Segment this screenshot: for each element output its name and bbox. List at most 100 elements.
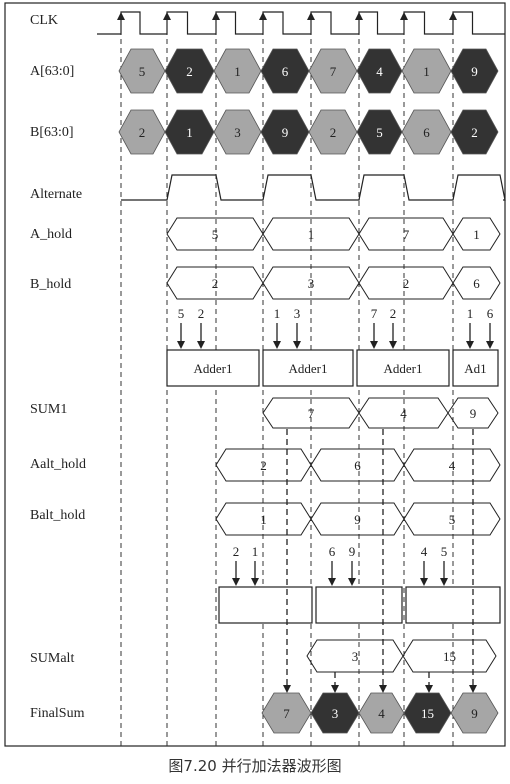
adder-input-arrow-head	[486, 341, 494, 349]
label-aalt-hold: Aalt_hold	[30, 457, 86, 472]
label-balt-hold: Balt_hold	[30, 508, 85, 523]
clk-rising-edge-arrow	[449, 12, 457, 20]
adder-input-value: 7	[371, 306, 378, 321]
balt-hold-value-label: 9	[354, 512, 361, 527]
b-hold-value-label: 2	[403, 276, 410, 291]
adder-input-value: 1	[274, 306, 281, 321]
alt-adder-input-arrow-head	[440, 578, 448, 586]
finalsum-value-label: 7	[283, 706, 290, 721]
b-hold-value-label: 2	[212, 276, 219, 291]
b-value-label: 3	[234, 125, 241, 140]
sumalt-value-label: 15	[443, 649, 456, 664]
finalsum-value-label: 3	[332, 706, 339, 721]
sum1-value	[447, 397, 499, 429]
a-hold-value-label: 7	[403, 227, 410, 242]
alt-adder-input-value: 1	[252, 544, 259, 559]
a-value-label: 7	[330, 64, 337, 79]
a-value-label: 1	[234, 64, 241, 79]
finalsum-value-label: 9	[471, 706, 478, 721]
b-hold-value-label: 3	[308, 276, 315, 291]
aalt-hold-value	[403, 448, 501, 482]
sum1-to-finalsum-arrow-head	[283, 685, 291, 693]
alt-adder-input-arrow-head	[420, 578, 428, 586]
a-hold-value	[452, 217, 501, 251]
label-clk: CLK	[30, 13, 58, 28]
a-value-label: 2	[186, 64, 193, 79]
label-a: A[63:0]	[30, 64, 74, 79]
a-value	[450, 48, 499, 94]
b-value-label: 9	[282, 125, 289, 140]
clk-rising-edge-arrow	[355, 12, 363, 20]
sumalt-to-finalsum-arrow-head	[331, 685, 339, 693]
adder1-box	[452, 349, 499, 387]
label-alternate: Alternate	[30, 187, 82, 202]
b-hold-value	[452, 266, 501, 300]
alternate-waveform	[121, 174, 506, 201]
adder1-box	[356, 349, 450, 387]
a-hold-value-label: 1	[308, 227, 315, 242]
b-value-label: 2	[330, 125, 337, 140]
adder-input-value: 3	[294, 306, 301, 321]
sumalt-value-label: 3	[352, 649, 359, 664]
b-value-label: 6	[423, 125, 430, 140]
clk-rising-edge-arrow	[117, 12, 125, 20]
frame	[4, 2, 506, 747]
finalsum-value	[450, 692, 499, 734]
sumalt-value	[402, 639, 497, 673]
adder-input-value: 5	[178, 306, 185, 321]
alt-adder-input-value: 6	[329, 544, 336, 559]
a-hold-value-label: 5	[212, 227, 219, 242]
sum1-value-label: 7	[308, 406, 315, 421]
label-b-hold: B_hold	[30, 277, 71, 292]
adder-input-value: 6	[487, 306, 494, 321]
alt-adder-box	[218, 586, 313, 624]
a-value-label: 6	[282, 64, 289, 79]
alt-adder-input-arrow-head	[328, 578, 336, 586]
sum1-value-label: 4	[400, 406, 407, 421]
aalt-hold-value-label: 6	[354, 458, 361, 473]
balt-hold-value-label: 5	[449, 512, 456, 527]
alt-adder-input-value: 5	[441, 544, 448, 559]
clk-rising-edge-arrow	[259, 12, 267, 20]
adder1-label: Adder1	[384, 361, 423, 376]
sum1-value-label: 9	[470, 406, 477, 421]
alt-adder-box	[315, 586, 403, 624]
clk-rising-edge-arrow	[307, 12, 315, 20]
alt-adder-input-value: 4	[421, 544, 428, 559]
a-value-label: 9	[471, 64, 478, 79]
clk-rising-edge-arrow	[163, 12, 171, 20]
balt-hold-value	[403, 502, 501, 536]
clk-waveform	[97, 11, 505, 35]
a-hold-value-label: 1	[473, 227, 480, 242]
alt-adder-input-value: 9	[349, 544, 356, 559]
alt-adder-input-arrow-head	[232, 578, 240, 586]
sum1-to-finalsum-arrow-head	[379, 685, 387, 693]
adder-input-arrow-head	[273, 341, 281, 349]
b-value-label: 5	[376, 125, 383, 140]
aalt-hold-value-label: 2	[260, 458, 267, 473]
label-finalsum: FinalSum	[30, 706, 85, 721]
label-sumalt: SUMalt	[30, 651, 74, 666]
b-value	[450, 109, 499, 155]
adder-input-value: 2	[390, 306, 397, 321]
aalt-hold-value-label: 4	[449, 458, 456, 473]
b-value-label: 2	[139, 125, 146, 140]
adder-input-arrow-head	[389, 341, 397, 349]
alt-adder-input-arrow-head	[251, 578, 259, 586]
adder-input-arrow-head	[197, 341, 205, 349]
alt-adder-input-arrow-head	[348, 578, 356, 586]
a-value-label: 5	[139, 64, 146, 79]
sumalt-to-finalsum-arrow-head	[425, 685, 433, 693]
clk-rising-edge-arrow	[400, 12, 408, 20]
label-sum1: SUM1	[30, 402, 67, 417]
adder1-label: Adder1	[289, 361, 328, 376]
b-hold-value-label: 6	[473, 276, 480, 291]
adder-input-value: 1	[467, 306, 474, 321]
b-value-label: 2	[471, 125, 478, 140]
sum1-to-finalsum-arrow-head	[469, 685, 477, 693]
figure-caption: 图7.20 并行加法器波形图	[168, 757, 342, 775]
alt-adder-box	[405, 586, 501, 624]
a-value-label: 4	[376, 64, 383, 79]
a-value-label: 1	[423, 64, 430, 79]
